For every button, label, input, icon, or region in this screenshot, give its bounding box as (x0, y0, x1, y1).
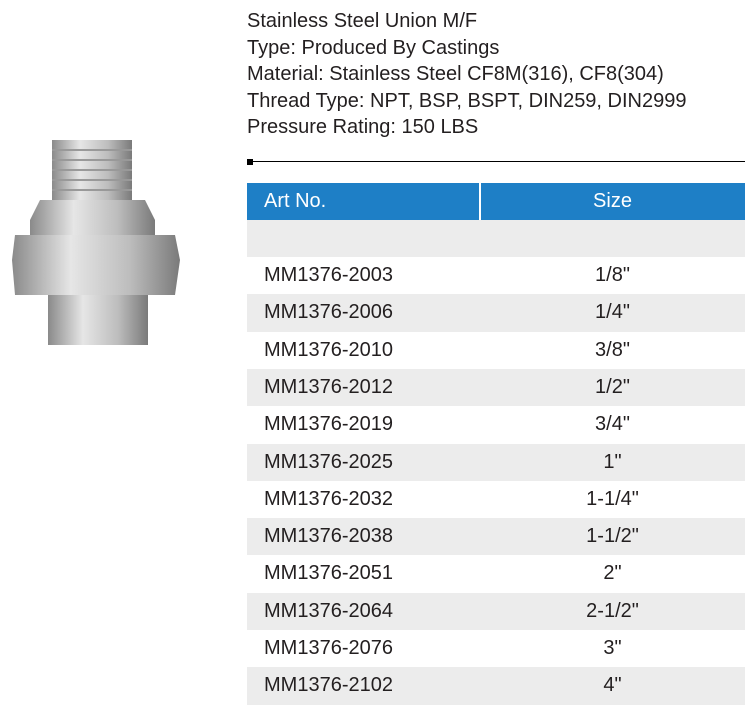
size: 1/2" (595, 375, 630, 398)
size: 1" (603, 450, 622, 473)
row-band (247, 443, 745, 481)
size: 1-1/2" (586, 525, 639, 548)
bullet (247, 159, 253, 165)
header-cell: Art No. (264, 190, 327, 212)
art-no: MM1376-2076 (264, 637, 393, 659)
size: 3/8" (595, 338, 630, 361)
row-band (247, 294, 745, 332)
spec-line: Material: Stainless Steel CF8M(316), CF8… (247, 63, 664, 85)
row-band (247, 368, 745, 407)
size: 2-1/2" (586, 599, 639, 622)
art-no: MM1376-2064 (264, 599, 393, 622)
art-no: MM1376-2012 (264, 375, 393, 398)
art-no: MM1376-2003 (264, 264, 393, 286)
spec-line: Pressure Rating: 150 LBS (247, 116, 479, 138)
row-band (247, 518, 745, 556)
art-no: MM1376-2102 (264, 674, 393, 697)
blank-row (247, 220, 745, 257)
size: 2" (603, 562, 622, 585)
art-no: MM1376-2019 (264, 413, 393, 436)
row-band (247, 667, 745, 705)
art-no: MM1376-2025 (264, 450, 393, 473)
spec-line: Type: Produced By Castings (247, 36, 500, 59)
divider (247, 161, 745, 162)
art-no: MM1376-2038 (264, 525, 393, 548)
art-no: MM1376-2010 (264, 338, 393, 361)
size: 4" (603, 674, 622, 697)
size: 1/4" (595, 301, 630, 324)
art-no: MM1376-2051 (264, 562, 393, 585)
art-no: MM1376-2032 (264, 487, 393, 510)
header-divider (479, 183, 481, 220)
product-image (12, 140, 180, 345)
size: 3" (603, 637, 622, 659)
size: 3/4" (595, 413, 630, 436)
product-title: Stainless Steel Union M/F (247, 10, 478, 32)
row-band (247, 592, 745, 630)
spec-line: Thread Type: NPT, BSP, BSPT, DIN259, DIN… (247, 89, 687, 112)
table-header (247, 183, 745, 220)
art-no: MM1376-2006 (264, 301, 393, 324)
size: 1-1/4" (586, 487, 639, 510)
size: 1/8" (595, 264, 630, 286)
header-cell: Size (593, 190, 632, 212)
